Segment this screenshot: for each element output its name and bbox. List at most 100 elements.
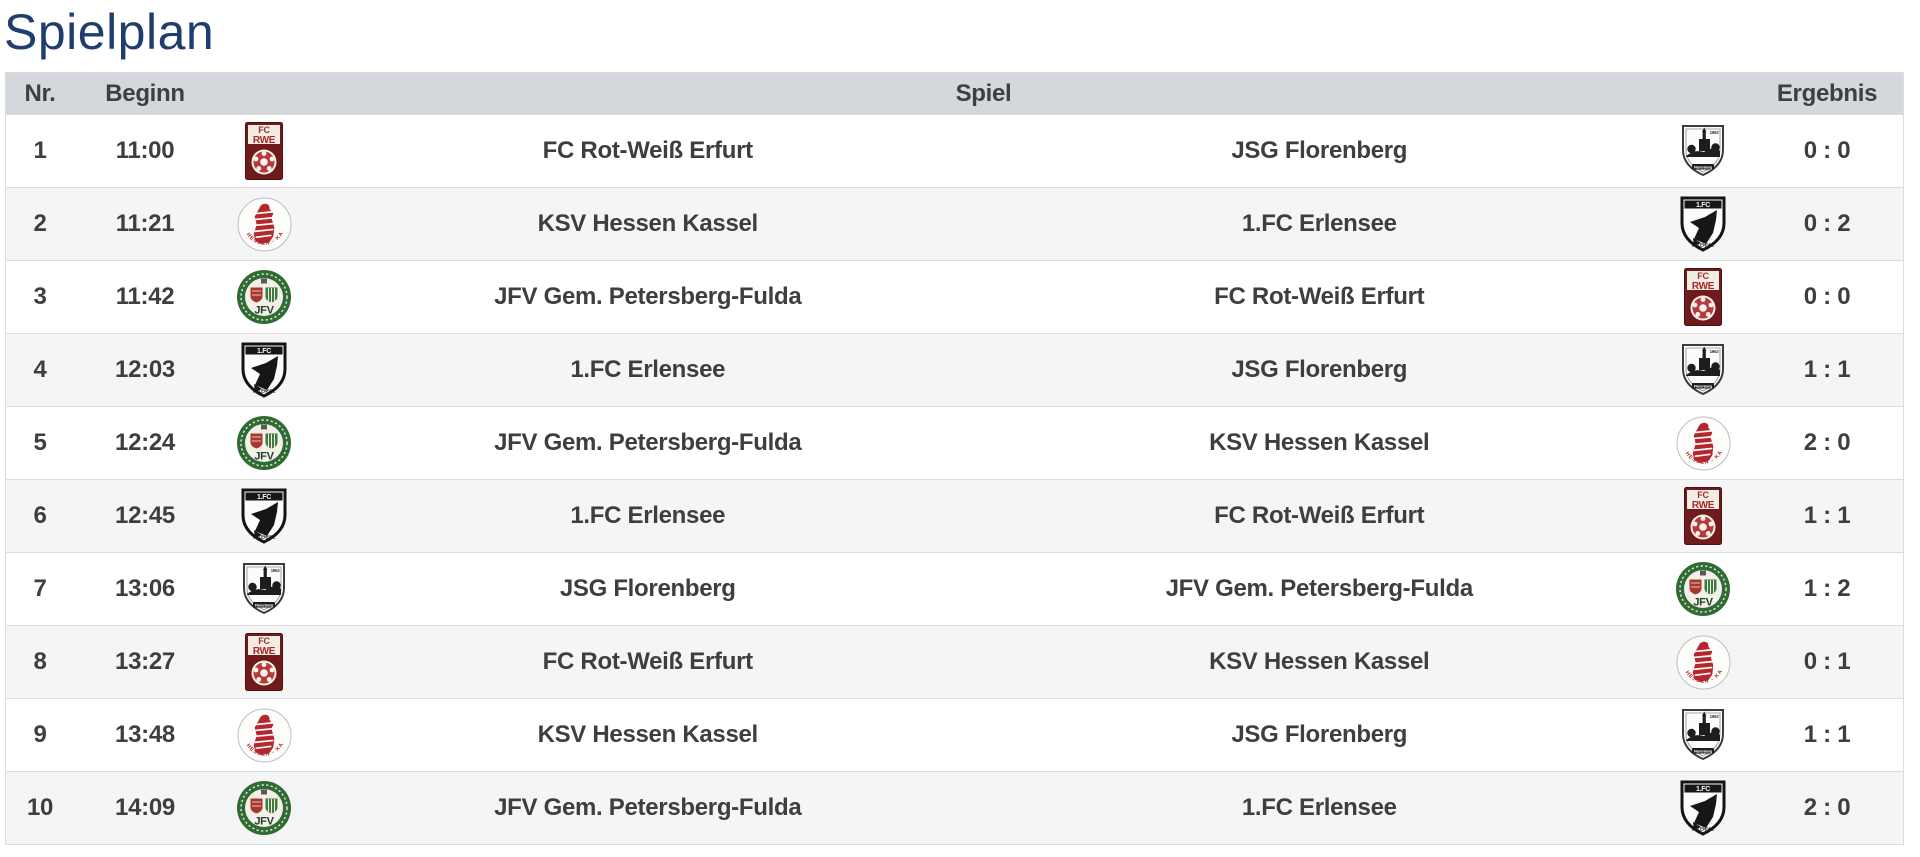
home-team-name: FC Rot-Weiß Erfurt: [542, 648, 753, 675]
column-header-beginn: Beginn: [105, 79, 185, 107]
svg-text:Florenberg: Florenberg: [1694, 748, 1713, 753]
column-header-spiel: Spiel: [955, 79, 1012, 107]
away-team-crest-icon: JFV: [1655, 561, 1751, 617]
home-team-name: KSV Hessen Kassel: [537, 210, 759, 237]
home-team-crest-icon: JFV: [216, 269, 312, 325]
home-team-name: JFV Gem. Petersberg-Fulda: [494, 283, 802, 310]
away-team-name: JSG Florenberg: [1231, 721, 1408, 748]
match-number: 10: [26, 794, 54, 821]
svg-text:JFV: JFV: [254, 816, 274, 828]
home-team-crest-icon: 1963 Florenberg: [216, 560, 312, 618]
match-number: 6: [33, 502, 47, 529]
away-team-name: JSG Florenberg: [1231, 356, 1408, 383]
spielplan-table-body: 1 11:00 FC RWE FC Rot-Weiß Erfurt JSG Fl…: [6, 114, 1903, 844]
match-score: 1 : 2: [1803, 575, 1851, 602]
away-team-name: KSV Hessen Kassel: [1209, 429, 1430, 456]
match-time: 11:21: [115, 210, 175, 237]
svg-text:1963: 1963: [1710, 714, 1720, 719]
svg-text:JFV: JFV: [254, 305, 274, 317]
match-number: 3: [33, 283, 47, 310]
svg-text:RWE: RWE: [1692, 281, 1715, 292]
away-team-name: FC Rot-Weiß Erfurt: [1214, 502, 1425, 529]
match-score: 2 : 0: [1803, 429, 1851, 456]
away-team-crest-icon: 1963 Florenberg: [1655, 341, 1751, 399]
svg-text:FC: FC: [258, 636, 270, 646]
away-team-name: 1.FC Erlensee: [1241, 210, 1397, 237]
svg-text:ERLENSEE: ERLENSEE: [1692, 243, 1715, 248]
svg-text:FC: FC: [1697, 490, 1709, 500]
table-row[interactable]: 5 12:24 JFV JFV Gem. Petersberg-Fulda KS…: [6, 406, 1903, 479]
svg-text:Florenberg: Florenberg: [1694, 164, 1713, 169]
away-team-name: 1.FC Erlensee: [1241, 794, 1397, 821]
away-team-crest-icon: 1963 Florenberg: [1655, 122, 1751, 180]
svg-text:JFV: JFV: [254, 451, 274, 463]
match-time: 13:06: [115, 575, 175, 602]
match-time: 13:48: [115, 721, 175, 748]
home-team-crest-icon: HESSEN - KASSEL: [216, 708, 312, 763]
match-number: 7: [33, 575, 47, 602]
away-team-crest-icon: FC RWE: [1655, 487, 1751, 545]
home-team-crest-icon: 1.FC ERLENSEE: [216, 487, 312, 545]
svg-text:RWE: RWE: [1692, 500, 1715, 511]
away-team-name: FC Rot-Weiß Erfurt: [1214, 283, 1425, 310]
svg-text:Florenberg: Florenberg: [255, 602, 274, 607]
table-row[interactable]: 4 12:03 1.FC ERLENSEE 1.FC Erlensee JSG …: [6, 333, 1903, 406]
away-team-crest-icon: HESSEN - KASSEL: [1655, 635, 1751, 690]
svg-text:ERLENSEE: ERLENSEE: [1692, 827, 1715, 832]
away-team-name: JFV Gem. Petersberg-Fulda: [1165, 575, 1474, 602]
match-score: 0 : 0: [1803, 137, 1851, 164]
home-team-name: FC Rot-Weiß Erfurt: [542, 137, 753, 164]
match-number: 5: [33, 429, 47, 456]
svg-text:Florenberg: Florenberg: [1694, 383, 1713, 388]
match-number: 1: [33, 137, 47, 164]
match-score: 0 : 1: [1803, 648, 1851, 675]
match-number: 4: [33, 356, 47, 383]
match-time: 12:24: [115, 429, 175, 456]
svg-text:1.FC: 1.FC: [1696, 202, 1710, 209]
away-team-crest-icon: HESSEN - KASSEL: [1655, 416, 1751, 471]
match-time: 14:09: [115, 794, 175, 821]
column-header-nr: Nr.: [24, 79, 56, 107]
home-team-name: JFV Gem. Petersberg-Fulda: [494, 794, 802, 821]
home-team-crest-icon: JFV: [216, 415, 312, 471]
match-number: 8: [33, 648, 47, 675]
table-row[interactable]: 1 11:00 FC RWE FC Rot-Weiß Erfurt JSG Fl…: [6, 114, 1903, 187]
home-team-crest-icon: JFV: [216, 780, 312, 836]
table-row[interactable]: 3 11:42 JFV JFV Gem. Petersberg-Fulda FC…: [6, 260, 1903, 333]
svg-text:FC: FC: [258, 125, 270, 135]
home-team-name: 1.FC Erlensee: [570, 502, 726, 529]
match-time: 11:42: [115, 283, 175, 310]
table-row[interactable]: 6 12:45 1.FC ERLENSEE 1.FC Erlensee FC R…: [6, 479, 1903, 552]
table-row[interactable]: 10 14:09 JFV JFV Gem. Petersberg-Fulda 1…: [6, 771, 1903, 844]
svg-text:RWE: RWE: [253, 646, 276, 657]
svg-text:FC: FC: [1697, 271, 1709, 281]
svg-text:1.FC: 1.FC: [1696, 786, 1710, 793]
away-team-crest-icon: 1963 Florenberg: [1655, 706, 1751, 764]
svg-text:1.FC: 1.FC: [257, 348, 271, 355]
away-team-name: JSG Florenberg: [1231, 137, 1408, 164]
match-score: 0 : 0: [1803, 283, 1851, 310]
match-score: 1 : 1: [1803, 721, 1851, 748]
away-team-crest-icon: 1.FC ERLENSEE: [1655, 195, 1751, 253]
match-score: 1 : 1: [1803, 502, 1851, 529]
match-time: 13:27: [115, 648, 175, 675]
table-row[interactable]: 7 13:06 1963 Florenberg JSG Florenberg J…: [6, 552, 1903, 625]
match-score: 0 : 2: [1803, 210, 1851, 237]
match-number: 2: [33, 210, 47, 237]
match-number: 9: [33, 721, 47, 748]
away-team-crest-icon: 1.FC ERLENSEE: [1655, 779, 1751, 837]
home-team-name: JSG Florenberg: [559, 575, 736, 602]
table-header-row: Nr. Beginn Spiel Ergebnis: [6, 73, 1903, 114]
svg-text:ERLENSEE: ERLENSEE: [253, 535, 276, 540]
home-team-crest-icon: 1.FC ERLENSEE: [216, 341, 312, 399]
away-team-crest-icon: FC RWE: [1655, 268, 1751, 326]
table-row[interactable]: 2 11:21 HESSEN - KASSEL KSV Hessen Kasse…: [6, 187, 1903, 260]
table-row[interactable]: 8 13:27 FC RWE FC Rot-Weiß Erfurt KSV He…: [6, 625, 1903, 698]
svg-text:ERLENSEE: ERLENSEE: [253, 389, 276, 394]
svg-text:JFV: JFV: [1693, 597, 1713, 609]
home-team-crest-icon: FC RWE: [216, 122, 312, 180]
svg-text:1963: 1963: [1710, 349, 1720, 354]
svg-text:1.FC: 1.FC: [257, 494, 271, 501]
table-row[interactable]: 9 13:48 HESSEN - KASSEL KSV Hessen Kasse…: [6, 698, 1903, 771]
home-team-crest-icon: HESSEN - KASSEL: [216, 197, 312, 252]
